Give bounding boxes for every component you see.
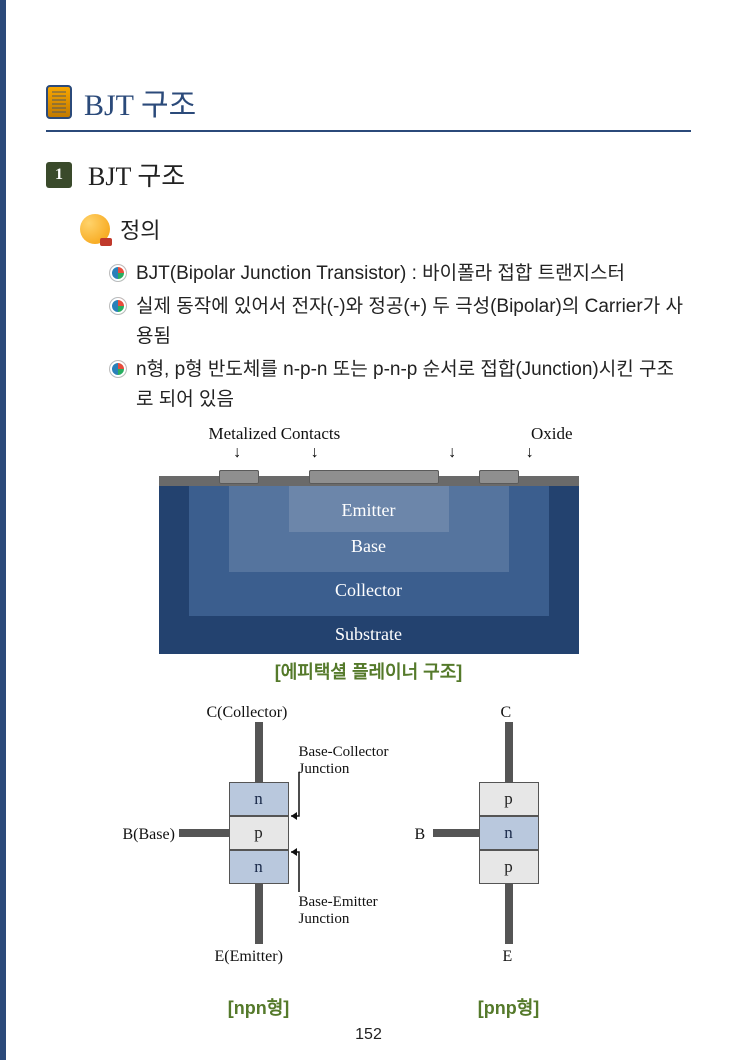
list-item: n형, p형 반도체를 n-p-n 또는 p-n-p 순서로 접합(Juncti… bbox=[110, 355, 691, 414]
arrow-down-icon: ↓ bbox=[311, 444, 319, 462]
junction-be-label: Base-Emitter Junction bbox=[299, 894, 378, 929]
pnp-caption: [pnp형] bbox=[439, 994, 579, 1020]
bullet-icon bbox=[110, 361, 126, 377]
bullet-text: 실제 동작에 있어서 전자(-)와 정공(+) 두 극성(Bipolar)의 C… bbox=[136, 292, 691, 351]
terminal-c-label: C bbox=[501, 704, 512, 722]
layer-stack: n p n bbox=[229, 782, 289, 884]
terminal-b-label: B bbox=[415, 826, 426, 844]
layer-n: n bbox=[479, 816, 539, 850]
layer-p: p bbox=[479, 782, 539, 816]
layer-n: n bbox=[229, 850, 289, 884]
figure-transistor-types: n p n C(Collector) B(Base) E(Emitter) Ba… bbox=[46, 712, 691, 1020]
lead-base bbox=[433, 829, 479, 837]
arrow-row: ↓ ↓ ↓ ↓ bbox=[159, 444, 579, 462]
npn-diagram: n p n C(Collector) B(Base) E(Emitter) Ba… bbox=[159, 712, 359, 992]
page: BJT 구조 1 BJT 구조 정의 BJT(Bipolar Junction … bbox=[0, 0, 731, 1060]
label-collector: Collector bbox=[159, 580, 579, 601]
title-row: BJT 구조 bbox=[46, 80, 691, 132]
lead-emitter bbox=[255, 884, 263, 944]
terminal-c-label: C(Collector) bbox=[207, 704, 288, 722]
terminal-e-label: E(Emitter) bbox=[215, 948, 283, 966]
contact bbox=[479, 470, 519, 484]
contact bbox=[219, 470, 259, 484]
bullet-icon bbox=[110, 298, 126, 314]
chip-icon bbox=[46, 85, 72, 119]
lead-emitter bbox=[505, 884, 513, 944]
contact bbox=[309, 470, 439, 484]
bullet-icon bbox=[110, 265, 126, 281]
sub-heading: 정의 bbox=[80, 213, 691, 245]
arrow-down-icon: ↓ bbox=[448, 444, 456, 462]
layer-p: p bbox=[229, 816, 289, 850]
lead-collector bbox=[505, 722, 513, 782]
lead-base bbox=[179, 829, 229, 837]
npn-diagram-wrap: n p n C(Collector) B(Base) E(Emitter) Ba… bbox=[159, 712, 359, 1020]
list-item: BJT(Bipolar Junction Transistor) : 바이폴라 … bbox=[110, 259, 691, 288]
pnp-diagram: p n p C B E bbox=[439, 712, 579, 992]
lead-collector bbox=[255, 722, 263, 782]
definition-icon bbox=[80, 214, 110, 244]
bullet-text: n형, p형 반도체를 n-p-n 또는 p-n-p 순서로 접합(Juncti… bbox=[136, 355, 691, 414]
arrow-down-icon: ↓ bbox=[526, 444, 534, 462]
list-item: 실제 동작에 있어서 전자(-)와 정공(+) 두 극성(Bipolar)의 C… bbox=[110, 292, 691, 351]
bullet-list: BJT(Bipolar Junction Transistor) : 바이폴라 … bbox=[110, 259, 691, 414]
label-base: Base bbox=[159, 536, 579, 557]
junction-bc-label: Base-Collector Junction bbox=[299, 744, 389, 779]
label-substrate: Substrate bbox=[159, 624, 579, 645]
figure1-caption: [에피택셜 플레이너 구조] bbox=[159, 658, 579, 684]
page-number: 152 bbox=[6, 1026, 731, 1044]
figure-epitaxial-planar: Metalized Contacts Oxide ↓ ↓ ↓ ↓ Emitter… bbox=[159, 424, 579, 684]
section-number-badge: 1 bbox=[46, 162, 72, 188]
section-title: BJT 구조 bbox=[82, 154, 275, 195]
label-metalized-contacts: Metalized Contacts bbox=[209, 424, 341, 444]
terminal-b-label: B(Base) bbox=[123, 826, 175, 844]
terminal-e-label: E bbox=[503, 948, 513, 966]
label-text: Metalized Contacts bbox=[209, 424, 341, 443]
pnp-diagram-wrap: p n p C B E [pnp형] bbox=[439, 712, 579, 1020]
cross-section-diagram: Emitter Base Collector Substrate bbox=[159, 464, 579, 654]
npn-caption: [npn형] bbox=[159, 994, 359, 1020]
bullet-text: BJT(Bipolar Junction Transistor) : 바이폴라 … bbox=[136, 259, 625, 288]
section-heading: 1 BJT 구조 bbox=[46, 154, 691, 195]
layer-p: p bbox=[479, 850, 539, 884]
page-title: BJT 구조 bbox=[84, 80, 196, 124]
arrow-down-icon: ↓ bbox=[233, 444, 241, 462]
layer-stack: p n p bbox=[479, 782, 539, 884]
label-oxide: Oxide bbox=[531, 424, 573, 444]
layer-n: n bbox=[229, 782, 289, 816]
figure1-top-labels: Metalized Contacts Oxide bbox=[159, 424, 579, 444]
sub-title: 정의 bbox=[120, 213, 160, 245]
label-emitter: Emitter bbox=[159, 500, 579, 521]
